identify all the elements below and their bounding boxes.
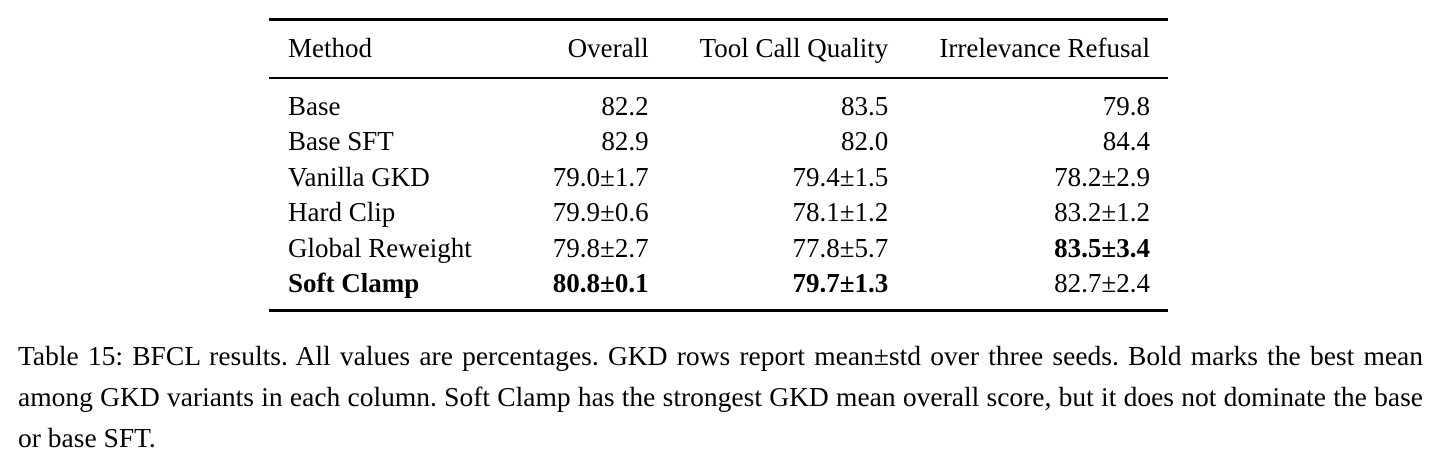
cell-irrelevance-refusal: 83.2±1.2 <box>1054 197 1150 227</box>
header-tool-call-quality: Tool Call Quality <box>648 18 889 79</box>
results-table-container: Method Overall Tool Call Quality Irrelev… <box>269 18 1168 312</box>
cell-irrelevance-refusal: 84.4 <box>1102 126 1150 156</box>
cell-method: Base SFT <box>288 126 394 156</box>
cell-method: Base <box>288 90 341 121</box>
cell-tool-call-quality: 79.4±1.5 <box>792 161 889 192</box>
cell-tool-call-quality: 78.1±1.2 <box>792 197 889 227</box>
cell-overall-best: 80.8±0.1 <box>520 266 649 312</box>
cell-tool-call-quality: 82.0 <box>841 126 889 156</box>
table-row: Hard Clip 79.9±0.6 78.1±1.2 83.2±1.2 <box>269 195 1168 231</box>
cell-irrelevance-refusal: 82.7±2.4 <box>888 266 1168 312</box>
table-row: Global Reweight 79.8±2.7 77.8±5.7 83.5±3… <box>269 231 1168 267</box>
cell-tool-call-quality: 77.8±5.7 <box>792 232 889 263</box>
cell-method: Hard Clip <box>288 197 396 227</box>
cell-tool-call-quality: 83.5 <box>841 90 889 121</box>
table-row: Base 82.2 83.5 79.8 <box>269 78 1168 125</box>
results-table: Method Overall Tool Call Quality Irrelev… <box>269 18 1168 312</box>
cell-irrelevance-refusal: 78.2±2.9 <box>1054 161 1150 192</box>
cell-overall: 82.2 <box>601 90 649 121</box>
header-overall: Overall <box>520 18 649 79</box>
table-row: Base SFT 82.9 82.0 84.4 <box>269 124 1168 160</box>
header-row: Method Overall Tool Call Quality Irrelev… <box>269 18 1168 79</box>
cell-method: Vanilla GKD <box>288 161 430 192</box>
cell-overall: 79.8±2.7 <box>552 232 649 263</box>
cell-method: Global Reweight <box>288 232 472 263</box>
table-row: Soft Clamp 80.8±0.1 79.7±1.3 82.7±2.4 <box>269 266 1168 312</box>
cell-irrelevance-refusal-best: 83.5±3.4 <box>1054 232 1150 263</box>
cell-overall: 82.9 <box>601 126 649 156</box>
cell-tool-call-quality-best: 79.7±1.3 <box>648 266 889 312</box>
header-irrelevance-refusal: Irrelevance Refusal <box>888 18 1168 79</box>
header-method: Method <box>269 18 521 79</box>
cell-method-highlighted: Soft Clamp <box>269 266 521 312</box>
table-row: Vanilla GKD 79.0±1.7 79.4±1.5 78.2±2.9 <box>269 160 1168 196</box>
table-caption: Table 15: BFCL results. All values are p… <box>18 340 1423 453</box>
cell-overall: 79.0±1.7 <box>552 161 649 192</box>
cell-irrelevance-refusal: 79.8 <box>1102 90 1150 121</box>
cell-overall: 79.9±0.6 <box>552 197 649 227</box>
